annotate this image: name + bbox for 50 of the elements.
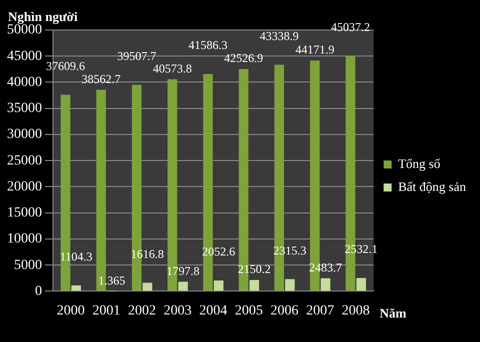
bar <box>356 278 366 291</box>
bar <box>285 279 295 291</box>
y-tick-label: 10000 <box>7 232 42 247</box>
x-tick-label: 2008 <box>342 303 370 318</box>
bar <box>142 282 152 291</box>
data-label: 1104.3 <box>60 250 92 264</box>
x-tick-label: 2000 <box>56 303 85 318</box>
data-label: 40573.8 <box>152 61 192 76</box>
data-label: 45037.2 <box>330 20 370 34</box>
y-tick-label: 0 <box>35 284 42 299</box>
legend-label: Tổng số <box>398 156 441 171</box>
bar <box>178 282 188 291</box>
y-tick-label: 30000 <box>7 127 42 142</box>
y-axis-title: Nghìn người <box>8 8 78 24</box>
data-label: 42526.9 <box>224 51 264 66</box>
y-tick-label: 50000 <box>7 22 42 38</box>
y-tick-label: 15000 <box>7 206 42 221</box>
x-tick-label: 2002 <box>128 303 156 318</box>
bar <box>214 280 224 291</box>
data-label: 41586.3 <box>188 38 228 52</box>
x-tick-label: 2001 <box>92 303 120 318</box>
y-tick-label: 45000 <box>7 48 42 64</box>
data-label: 39507.7 <box>117 48 156 63</box>
data-label: 1616.8 <box>130 246 164 261</box>
data-label: 2150.2 <box>238 262 271 276</box>
data-label: 37609.6 <box>46 58 85 73</box>
data-label: 2052.6 <box>202 244 236 259</box>
x-tick-label: 2006 <box>270 303 299 318</box>
data-label: 1.365 <box>98 273 126 288</box>
y-tick-label: 25000 <box>7 153 42 168</box>
bar <box>320 278 330 291</box>
bar <box>71 285 81 291</box>
data-label: 2315.3 <box>273 243 306 258</box>
data-label: 38562.7 <box>82 72 121 86</box>
data-label: 1797.8 <box>166 264 200 278</box>
y-tick-label: 40000 <box>7 74 42 90</box>
legend-label: Bất động sản <box>398 178 466 194</box>
x-tick-label: 2004 <box>199 303 228 318</box>
data-label: 44171.9 <box>295 42 334 57</box>
y-tick-label: 20000 <box>7 179 42 194</box>
x-axis-title: Năm <box>380 305 407 320</box>
x-tick-label: 2005 <box>234 303 263 318</box>
data-label: 43338.9 <box>260 28 299 43</box>
x-tick-label: 2003 <box>164 303 192 318</box>
data-label: 2532.1 <box>344 242 378 256</box>
y-tick-label: 35000 <box>7 101 42 116</box>
y-tick-label: 5000 <box>14 258 42 273</box>
bar <box>249 280 260 291</box>
data-label: 2483.7 <box>309 260 342 274</box>
x-tick-label: 2007 <box>306 303 334 318</box>
